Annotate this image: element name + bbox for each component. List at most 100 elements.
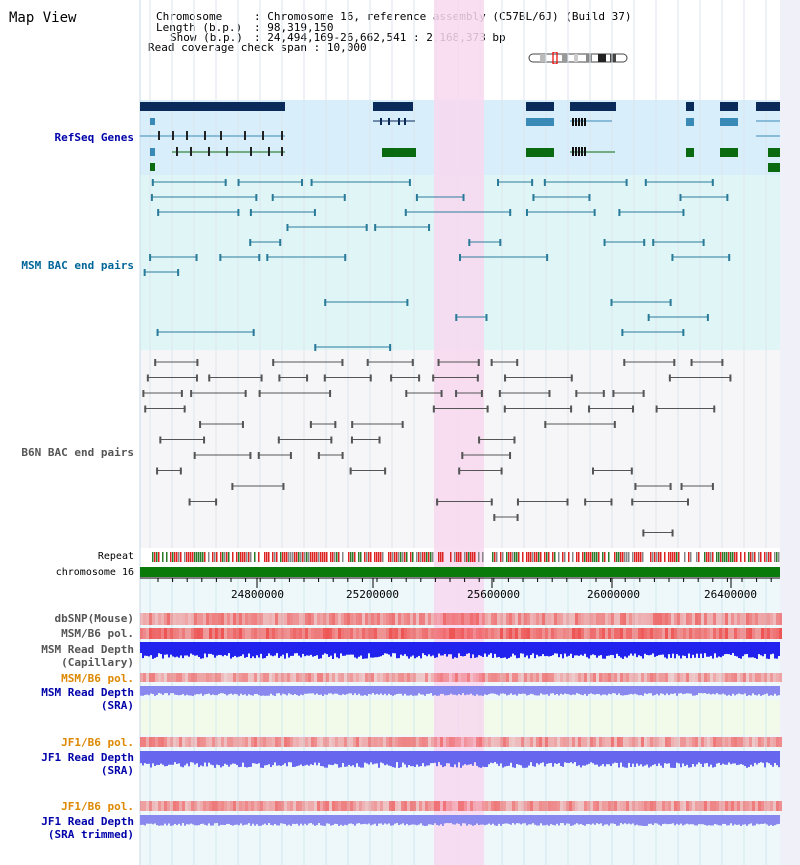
msm-sra-depth [762, 686, 764, 695]
msm-bac-pair-end [157, 209, 160, 216]
msm-pol-heat [716, 673, 719, 682]
jf1-trimmed-depth [340, 815, 342, 825]
jf1-pol-heat [590, 737, 593, 747]
repeat-mark [248, 552, 250, 562]
jf1-sra-depth [466, 751, 468, 766]
gene-block [756, 102, 780, 111]
jf1-trimmed-depth [412, 815, 414, 825]
jf1-pol-heat [380, 737, 383, 747]
selection-highlight[interactable] [434, 0, 484, 865]
jf1-pol-heat [425, 737, 428, 747]
jf1-sra-depth [444, 751, 446, 767]
chromosome-ideogram[interactable] [528, 52, 630, 64]
jf1-pol-heat [581, 801, 584, 811]
msm-sra-depth [774, 686, 776, 694]
jf1-sra-depth [638, 751, 640, 766]
msm-pol-heat [665, 673, 668, 682]
jf1-pol-heat [323, 801, 326, 811]
msm-sra-depth [440, 686, 442, 694]
msm-sra-depth [312, 686, 314, 694]
b6n-bac-pair-end [258, 390, 261, 397]
jf1-pol-heat [437, 737, 440, 747]
msm-pol-heat [482, 628, 485, 639]
msm-pol-heat [665, 628, 668, 639]
b6n-bac-pair-end [401, 421, 404, 428]
msm-capillary-depth [304, 642, 306, 657]
msm-capillary-depth [540, 642, 542, 657]
jf1-sra-depth [514, 751, 516, 768]
b6n-bac-track[interactable] [142, 359, 732, 537]
repeat-mark [722, 552, 724, 562]
msm-capillary-depth [330, 642, 332, 656]
jf1-trimmed-depth [196, 815, 198, 826]
msm-capillary-depth [756, 642, 758, 659]
msm-sra-depth [562, 686, 564, 695]
jf1-pol-heat [668, 737, 671, 747]
msm-sra-depth [606, 686, 608, 696]
jf1-pol-heat [245, 801, 248, 811]
msm-pol-heat [197, 628, 200, 639]
jf1-sra-depth [164, 751, 166, 767]
msm-pol-heat [758, 628, 761, 639]
jf1-pol-heat [644, 801, 647, 811]
jf1-sra-depth [614, 751, 616, 763]
jf1-trimmed-depth [596, 815, 598, 824]
repeat-mark [478, 552, 480, 562]
msm-capillary-depth [530, 642, 532, 655]
msm-sra-depth [404, 686, 406, 694]
repeat-mark [438, 552, 440, 562]
jf1-sra-depth [154, 751, 156, 767]
msm-capillary-depth [574, 642, 576, 656]
jf1-pol-heat [335, 801, 338, 811]
jf1-pol-heat [257, 737, 260, 747]
msm-sra-depth [370, 686, 372, 695]
jf1-trimmed-depth [732, 815, 734, 826]
msm-capillary-depth [380, 642, 382, 657]
jf1-pol-heat [569, 801, 572, 811]
jf1-sra-depth [754, 751, 756, 763]
page-title: Map View [9, 10, 77, 26]
msm-pol-heat [422, 673, 425, 682]
polymorphism-depth-tracks [140, 613, 782, 826]
msm-bac-track[interactable] [143, 179, 731, 351]
track-label-refseq[interactable]: RefSeq Genes [54, 131, 134, 144]
msm-pol-heat [629, 628, 632, 639]
msm-sra-depth [756, 686, 758, 696]
msm-pol-heat [455, 673, 458, 682]
jf1-trimmed-depth [194, 815, 196, 826]
msm-sra-depth [336, 686, 338, 694]
jf1-pol-heat [329, 737, 332, 747]
msm-capillary-depth [674, 642, 676, 659]
msm-pol-heat [704, 673, 707, 682]
jf1-sra-depth [306, 751, 308, 765]
track-label-b6n-bac[interactable]: B6N BAC end pairs [21, 446, 134, 459]
track-label-msm-bac[interactable]: MSM BAC end pairs [21, 259, 134, 272]
jf1-trimmed-depth [306, 815, 308, 826]
msm-sra-depth [308, 686, 310, 694]
jf1-trimmed-depth [346, 815, 348, 826]
msm-capillary-depth [630, 642, 632, 654]
b6n-bac-pair-end [613, 421, 616, 428]
msm-sra-depth [428, 686, 430, 694]
jf1-pol-heat [470, 737, 473, 747]
repeat-mark [222, 552, 224, 562]
jf1-pol-heat [524, 737, 527, 747]
jf1-sra-depth [406, 751, 408, 768]
msm-pol-heat [653, 628, 656, 639]
jf1-trimmed-depth [474, 815, 476, 826]
jf1-pol-heat [737, 737, 740, 747]
jf1-trimmed-depth [388, 815, 390, 824]
dbsnp-heat [581, 613, 584, 625]
jf1-pol-heat [710, 737, 713, 747]
jf1-sra-depth [212, 751, 214, 766]
dbsnp-heat [320, 613, 323, 625]
jf1-pol-heat [602, 737, 605, 747]
jf1-pol-heat [638, 801, 641, 811]
msm-pol-heat [764, 628, 767, 639]
jf1-pol-heat [407, 737, 410, 747]
jf1-pol-heat [632, 737, 635, 747]
refseq-genes-track[interactable] [140, 102, 780, 172]
msm-pol-heat [254, 628, 257, 639]
b6n-bac-pair-end [516, 498, 519, 506]
